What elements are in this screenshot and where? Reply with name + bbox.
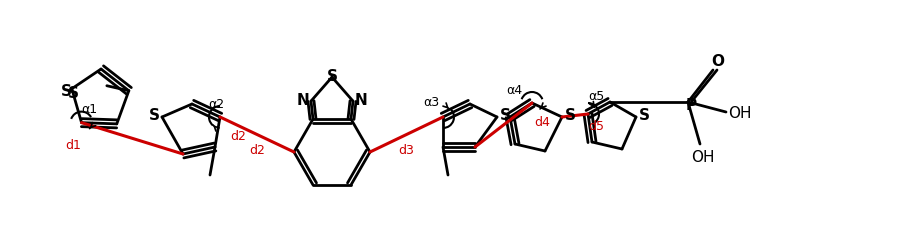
Text: α5: α5: [588, 90, 604, 103]
Text: d2: d2: [230, 129, 246, 142]
Text: d2: d2: [249, 143, 265, 156]
Text: S: S: [500, 108, 510, 123]
Text: d5: d5: [588, 120, 604, 133]
Text: O: O: [712, 53, 724, 68]
Text: α2: α2: [208, 97, 224, 110]
Text: P: P: [686, 97, 697, 112]
Text: S: S: [564, 108, 575, 123]
Text: d4: d4: [534, 115, 550, 128]
Text: α3: α3: [423, 96, 439, 109]
Text: S: S: [327, 68, 338, 83]
Text: S: S: [148, 108, 159, 123]
Text: OH: OH: [728, 105, 752, 120]
Text: d1: d1: [66, 139, 82, 151]
Text: S: S: [61, 84, 72, 99]
Text: d3: d3: [398, 143, 414, 156]
Text: N: N: [297, 92, 310, 107]
Text: N: N: [355, 92, 367, 107]
Text: S: S: [638, 108, 650, 123]
Text: OH: OH: [691, 150, 715, 165]
Text: S: S: [68, 86, 79, 101]
Text: α1: α1: [82, 103, 97, 116]
Text: α4: α4: [506, 83, 522, 96]
